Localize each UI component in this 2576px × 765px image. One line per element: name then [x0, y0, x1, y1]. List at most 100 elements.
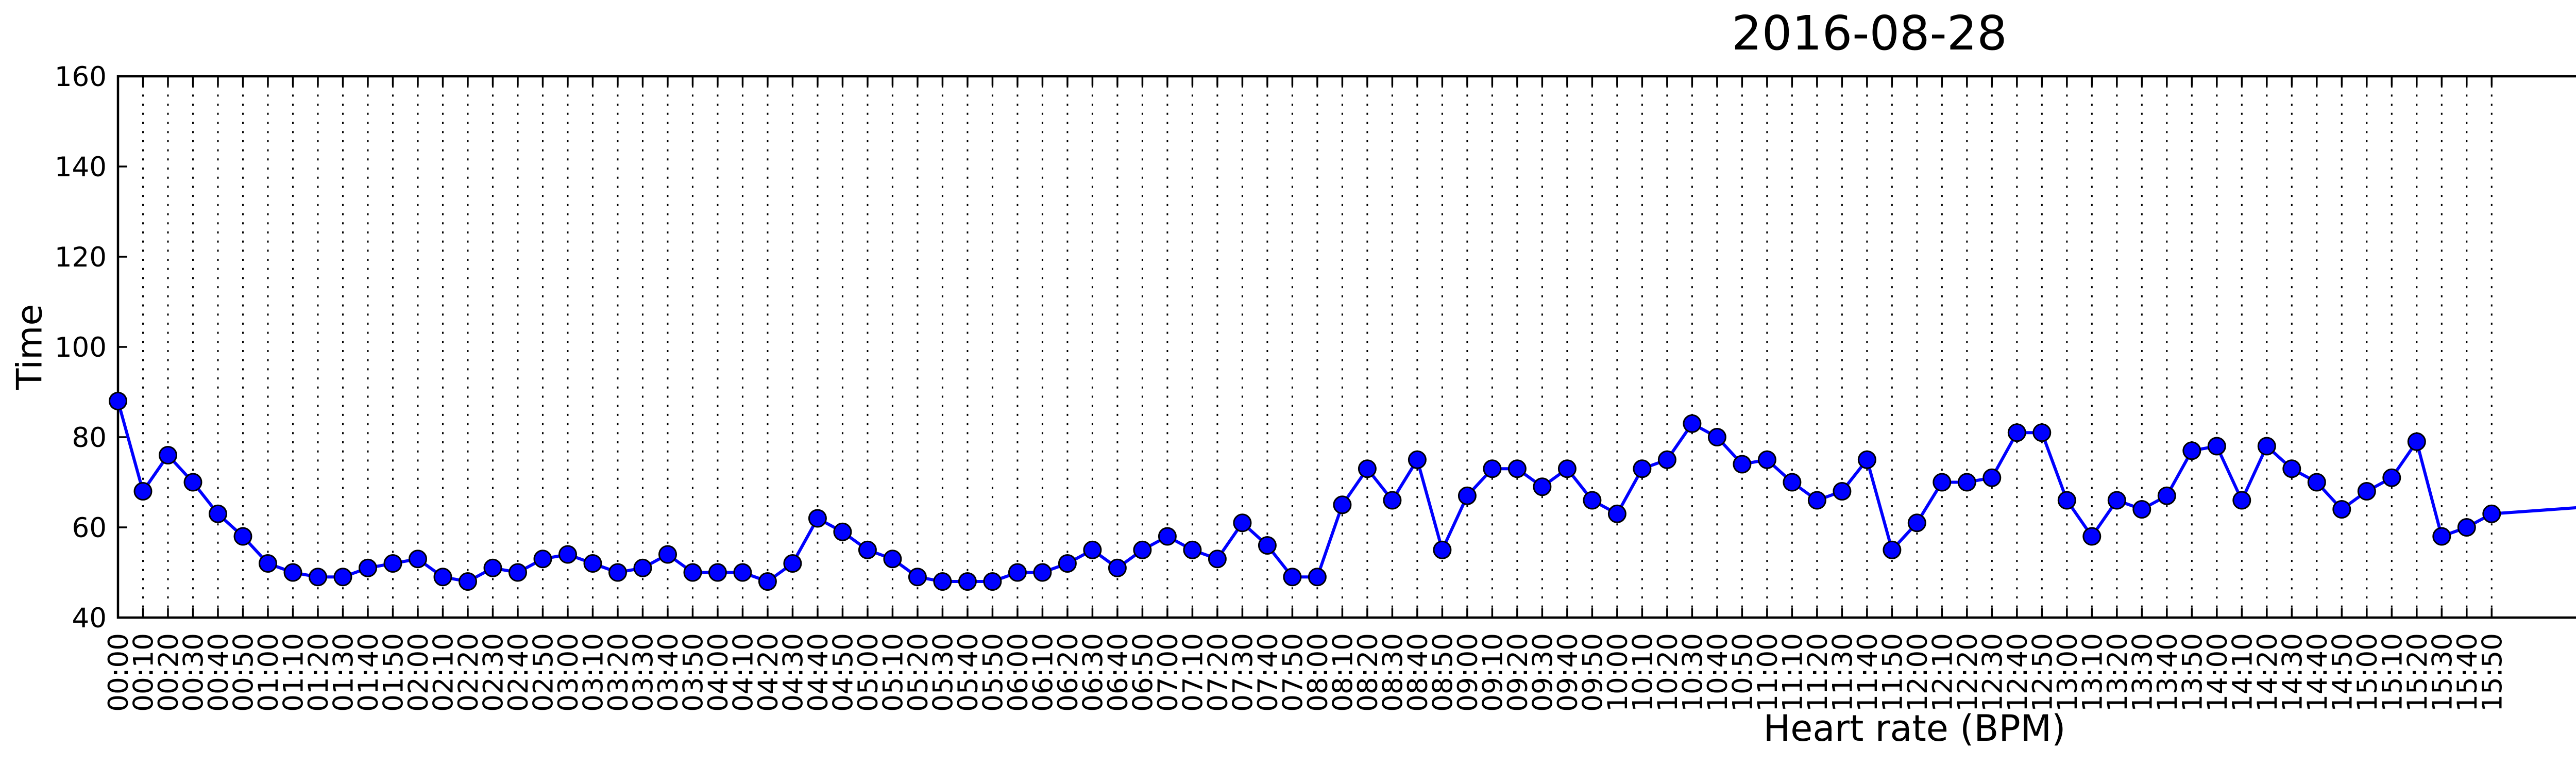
data-point	[1233, 513, 1252, 533]
data-point	[533, 550, 552, 569]
data-point	[1557, 459, 1577, 478]
data-point	[1757, 450, 1776, 469]
x-tick-label: 04:20	[753, 633, 784, 712]
x-tick-label: 13:20	[2102, 633, 2133, 712]
x-tick-label: 05:10	[877, 633, 909, 712]
x-tick-label: 03:00	[553, 633, 584, 712]
x-tick-label: 08:20	[1352, 633, 1384, 712]
data-point	[633, 558, 652, 577]
x-tick-label: 14:50	[2327, 633, 2358, 712]
data-point	[2357, 482, 2376, 501]
data-point	[2032, 423, 2052, 442]
y-tick-label: 80	[72, 422, 107, 454]
data-point	[1533, 477, 1552, 496]
data-point	[708, 563, 727, 582]
x-tick-label: 06:40	[1103, 633, 1134, 712]
data-point	[259, 554, 277, 573]
data-point	[1008, 563, 1027, 582]
x-tick-label: 11:30	[1827, 633, 1858, 712]
x-tick-label: 10:00	[1602, 633, 1634, 712]
x-tick-label: 01:50	[378, 633, 409, 712]
x-tick-label: 03:30	[628, 633, 659, 712]
x-tick-label: 08:40	[1402, 633, 1434, 712]
data-point	[159, 446, 177, 464]
x-tick-label: 05:00	[853, 633, 884, 712]
data-point	[1883, 540, 1902, 559]
x-tick-label: 07:50	[1277, 633, 1309, 712]
x-tick-label: 02:50	[528, 633, 559, 712]
data-point	[1083, 540, 1102, 559]
data-point	[1933, 473, 1952, 492]
data-point	[209, 504, 227, 523]
x-tick-label: 02:20	[453, 633, 484, 712]
data-point	[1358, 459, 1377, 478]
x-tick-label: 12:30	[1977, 633, 2008, 712]
data-point	[858, 540, 877, 559]
x-tick-label: 15:50	[2477, 633, 2508, 712]
x-tick-label: 12:00	[1902, 633, 1934, 712]
x-tick-label: 10:30	[1677, 633, 1708, 712]
data-point	[1433, 540, 1452, 559]
x-tick-label: 01:20	[303, 633, 334, 712]
data-point	[883, 550, 902, 569]
data-point	[2382, 468, 2401, 487]
x-tick-label: 15:40	[2452, 633, 2483, 712]
data-point	[1607, 504, 1626, 523]
x-tick-label: 09:50	[1577, 633, 1608, 712]
y-tick-label: 160	[55, 61, 107, 93]
x-axis-label: Heart rate (BPM)	[1763, 707, 2066, 750]
x-tick-label: 07:20	[1202, 633, 1234, 712]
data-point	[1783, 473, 1802, 492]
data-point	[233, 527, 252, 546]
x-tick-label: 00:00	[103, 633, 134, 712]
x-tick-label: 01:30	[328, 633, 359, 712]
data-point	[2482, 504, 2501, 523]
data-point	[1308, 568, 1327, 587]
x-tick-label: 03:20	[603, 633, 634, 712]
data-point	[2207, 437, 2226, 456]
data-point	[1133, 540, 1152, 559]
data-point	[2232, 491, 2251, 510]
data-point	[1458, 486, 1477, 505]
data-point	[783, 554, 802, 573]
x-tick-label: 15:00	[2352, 633, 2383, 712]
y-tick-label: 120	[55, 242, 107, 273]
data-point	[1683, 414, 1702, 433]
data-point	[109, 392, 127, 410]
data-point	[2307, 473, 2326, 492]
x-tick-label: 09:10	[1477, 633, 1509, 712]
x-tick-label: 08:10	[1327, 633, 1359, 712]
data-point	[608, 563, 627, 582]
x-tick-label: 13:00	[2052, 633, 2083, 712]
data-point	[1408, 450, 1427, 469]
data-point	[683, 563, 702, 582]
data-point	[1633, 459, 1652, 478]
x-tick-label: 04:10	[727, 633, 759, 712]
x-tick-label: 01:40	[353, 633, 384, 712]
data-point	[2007, 423, 2026, 442]
data-point	[409, 550, 427, 569]
x-tick-label: 06:20	[1053, 633, 1084, 712]
data-point	[1957, 473, 1976, 492]
x-tick-label: 00:50	[228, 633, 259, 712]
x-tick-label: 15:20	[2402, 633, 2433, 712]
data-point	[459, 572, 477, 591]
x-tick-label: 01:10	[278, 633, 309, 712]
x-tick-label: 05:50	[977, 633, 1009, 712]
x-tick-label: 09:30	[1527, 633, 1558, 712]
x-tick-label: 10:10	[1627, 633, 1658, 712]
x-tick-label: 13:50	[2177, 633, 2208, 712]
data-point	[133, 482, 152, 501]
x-tick-label: 06:10	[1027, 633, 1059, 712]
x-tick-label: 04:50	[827, 633, 859, 712]
data-point	[1033, 563, 1052, 582]
x-tick-label: 14:20	[2252, 633, 2283, 712]
x-tick-label: 05:30	[927, 633, 959, 712]
data-point	[658, 545, 677, 564]
x-tick-label: 04:30	[777, 633, 809, 712]
x-tick-label: 13:30	[2127, 633, 2158, 712]
data-point	[583, 554, 602, 573]
data-point	[2332, 500, 2351, 519]
data-point	[1857, 450, 1876, 469]
data-point	[2407, 432, 2426, 451]
